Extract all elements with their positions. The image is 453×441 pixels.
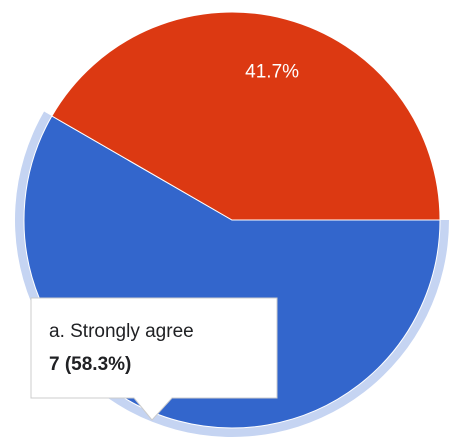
tooltip-title: a. Strongly agree <box>49 321 194 342</box>
slice-labels: 41.7% <box>245 61 299 82</box>
slice-percent-label: 41.7% <box>245 61 299 82</box>
pie-slice-2[interactable] <box>51 11 441 221</box>
tooltip-value: 7 (58.3%) <box>49 354 131 375</box>
tooltip-box <box>30 297 278 421</box>
tooltip: a. Strongly agree 7 (58.3%) <box>30 297 278 421</box>
